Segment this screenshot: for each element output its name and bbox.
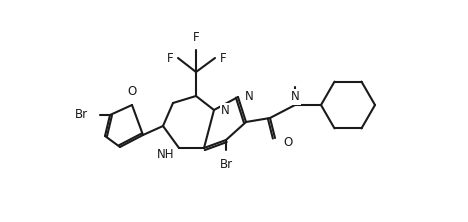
Text: O: O <box>283 137 292 149</box>
Text: O: O <box>127 85 137 98</box>
Text: NH: NH <box>156 149 174 161</box>
Text: F: F <box>220 52 227 65</box>
Text: F: F <box>167 52 173 65</box>
Text: Br: Br <box>219 158 233 171</box>
Text: N: N <box>221 105 230 117</box>
Text: N: N <box>291 91 300 103</box>
Text: N: N <box>245 91 254 103</box>
Text: Br: Br <box>75 109 88 121</box>
Text: F: F <box>193 31 199 44</box>
